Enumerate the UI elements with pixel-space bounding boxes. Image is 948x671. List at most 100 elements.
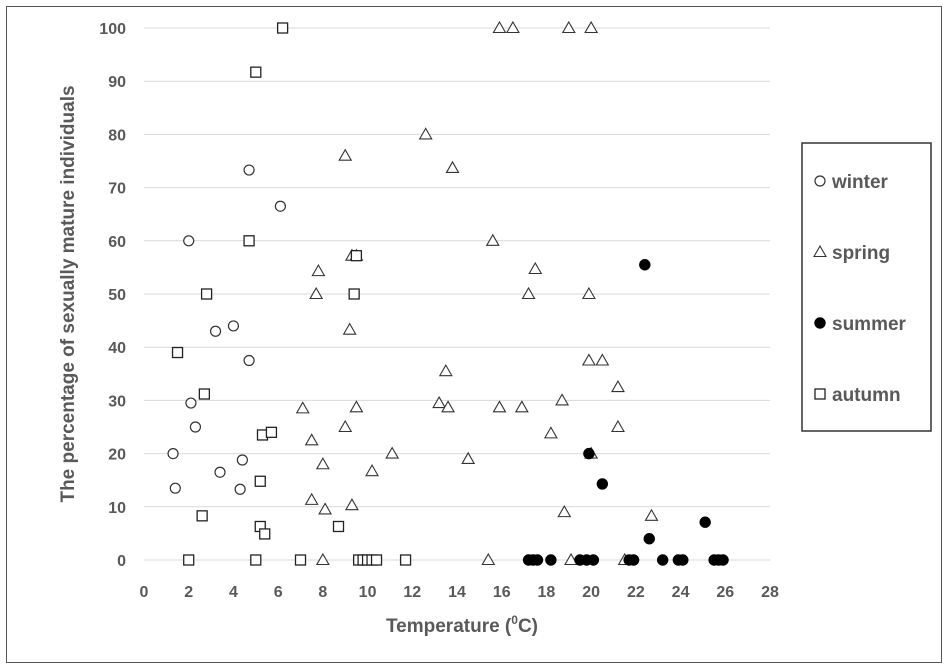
x-tick-label: 16 [493,584,511,601]
x-tick-label: 10 [359,584,377,601]
spring-point [344,498,359,511]
spring-point [595,353,610,366]
legend-box [801,142,932,432]
y-tick-label: 50 [108,287,126,304]
legend-marker-winter [814,175,826,187]
x-tick-label: 0 [140,584,149,601]
winter-point [189,421,202,433]
spring-point [481,552,496,566]
spring-point [584,20,599,34]
spring-point [432,395,447,409]
x-tick-label: 2 [184,584,193,601]
spring-point [492,20,507,34]
spring-point [528,261,543,275]
spring-point [611,379,625,393]
autumn-point [250,66,262,78]
spring-point [438,364,453,377]
y-tick-label: 90 [108,74,126,91]
autumn-point [370,554,383,566]
y-tick-label: 60 [108,234,126,251]
spring-point [644,508,659,521]
x-tick-label: 18 [538,584,556,601]
spring-point [311,264,326,277]
x-tick-label: 22 [627,584,645,601]
autumn-point [259,528,271,540]
y-axis-title: The percentage of sexually mature indivi… [58,85,79,502]
summer-point [656,554,669,566]
spring-point [304,492,319,505]
y-tick-label: 80 [108,127,126,144]
legend-label-winter: winter [831,172,889,193]
spring-point [295,401,310,414]
spring-point [543,426,558,439]
spring-point [611,419,625,433]
autumn-point [250,554,262,566]
winter-point [243,354,255,367]
x-tick-label: 24 [672,584,690,601]
legend-marker-autumn [814,388,826,400]
summer-point [627,554,640,566]
summer-point [643,533,655,545]
autumn-point [254,475,266,487]
spring-point [521,286,536,300]
spring-point [445,160,460,173]
legend-marker-spring [813,244,827,258]
summer-point [587,554,600,566]
y-tick-label: 70 [108,181,126,198]
legend-marker-summer [814,317,826,329]
spring-point [318,502,333,515]
autumn-point [350,250,363,262]
y-tick-label: 40 [108,340,126,357]
winter-point [185,397,197,409]
autumn-point [196,510,208,522]
spring-point [304,433,319,446]
x-tick-label: 14 [448,584,466,601]
spring-point [385,446,400,459]
spring-point [461,451,476,464]
spring-point [492,400,507,413]
spring-point [564,552,578,566]
winter-point [227,320,240,332]
autumn-point [198,388,211,400]
autumn-point [276,22,289,34]
x-tick-label: 28 [761,584,779,601]
legend-label-summer: summer [832,314,907,335]
x-tick-label: 6 [274,584,283,601]
autumn-point [294,554,307,566]
summer-point [699,516,711,528]
x-tick-label: 20 [582,584,600,601]
spring-point [349,400,364,413]
x-tick-label: 8 [318,584,327,601]
spring-point [485,233,500,246]
autumn-point [332,520,345,533]
y-tick-label: 10 [108,500,126,517]
spring-point [418,127,433,140]
spring-point [581,353,596,366]
spring-point [561,20,576,34]
summer-point [596,478,609,490]
legend-label-spring: spring [832,243,890,264]
summer-point [639,259,651,271]
summer-point [531,554,544,566]
data-point-layer [167,20,729,566]
x-tick-label: 26 [716,584,734,601]
winter-point [209,325,222,337]
winter-point [243,164,255,176]
chart-frame [6,6,942,663]
spring-point [338,148,353,161]
autumn-point [171,346,184,359]
y-tick-label: 0 [117,553,126,570]
winter-point [167,448,179,460]
x-tick-label: 4 [229,584,238,601]
y-tick-label: 30 [108,393,126,410]
spring-point [441,400,456,413]
x-axis-title-end: C) [518,616,538,637]
spring-point [557,505,572,518]
winter-point [234,483,246,495]
spring-point [338,419,353,433]
winter-point [236,454,248,466]
autumn-point [200,288,213,300]
spring-point [342,322,357,335]
